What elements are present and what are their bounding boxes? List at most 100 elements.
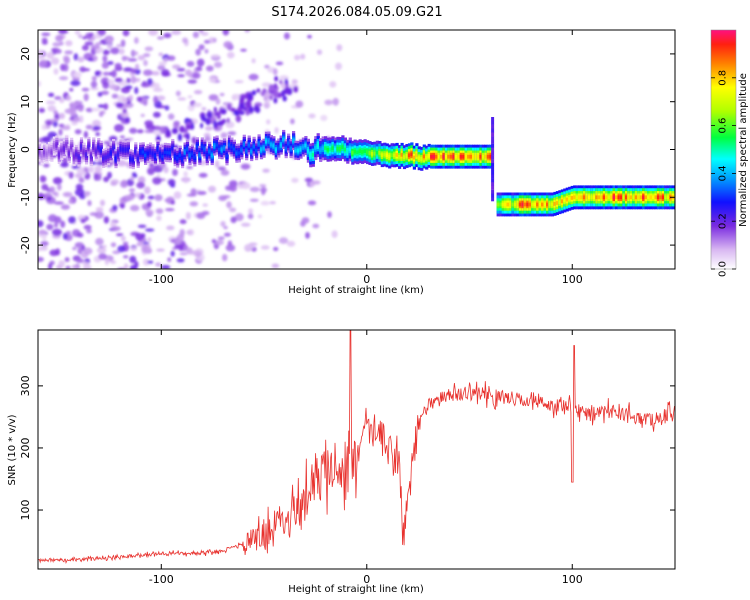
- heatmap-cell: [247, 92, 253, 100]
- heatmap-cell: [106, 79, 115, 85]
- heatmap-cell: [79, 145, 84, 149]
- heatmap-cell: [491, 166, 495, 171]
- heatmap-cell: [237, 151, 241, 155]
- heatmap-cell: [144, 186, 151, 195]
- heatmap-cell: [170, 200, 175, 205]
- heatmap-cell: [40, 153, 44, 157]
- heatmap-cell: [632, 195, 636, 200]
- heatmap-cell: [74, 100, 83, 105]
- heatmap-cell: [188, 250, 198, 255]
- heatmap-cell: [195, 66, 203, 72]
- heatmap-cell: [214, 239, 224, 246]
- heatmap-cell: [161, 69, 170, 77]
- heatmap-cell: [231, 107, 236, 113]
- heatmap-cell: [251, 58, 256, 64]
- heatmap-cell: [48, 214, 58, 223]
- heatmap-cell: [528, 202, 532, 207]
- heatmap-cell: [264, 139, 269, 143]
- heatmap-cell: [143, 53, 151, 58]
- heatmap-cell: [58, 123, 65, 128]
- heatmap-cell: [200, 31, 209, 36]
- heatmap-cell: [269, 94, 273, 101]
- heatmap-cell: [164, 105, 170, 111]
- heatmap-cell: [143, 258, 150, 266]
- heatmap-cell: [332, 97, 339, 106]
- heatmap-cell: [77, 247, 83, 255]
- heatmap-cell: [151, 71, 160, 76]
- heatmap-cell: [184, 128, 188, 133]
- y-tick-label: 200: [19, 437, 32, 458]
- heatmap-cell: [134, 192, 141, 198]
- snr-y-ticks: 100 200 300: [19, 375, 675, 521]
- heatmap-cell: [63, 125, 69, 129]
- heatmap-cell: [134, 37, 139, 44]
- heatmap-cell: [38, 49, 43, 57]
- heatmap-cell: [333, 147, 338, 152]
- heatmap-cell: [582, 195, 587, 200]
- heatmap-cell: [575, 195, 579, 200]
- heatmap-cell: [119, 197, 127, 205]
- heatmap-cell: [536, 202, 540, 207]
- heatmap-cell: [375, 150, 379, 155]
- heatmap-cell: [238, 110, 245, 116]
- heatmap-cell: [237, 107, 241, 112]
- heatmap-cell: [210, 54, 220, 58]
- heatmap-cell: [181, 157, 185, 161]
- heatmap-cell: [52, 192, 58, 196]
- heatmap-cell: [491, 174, 495, 179]
- heatmap-cell: [178, 153, 182, 157]
- heatmap-cell: [274, 76, 279, 82]
- heatmap-cell: [110, 47, 120, 55]
- heatmap-cell: [47, 105, 57, 112]
- heatmap-cell: [491, 143, 495, 148]
- heatmap-cell: [489, 154, 493, 159]
- heatmap-cell: [122, 97, 128, 104]
- heatmap-cell: [106, 43, 113, 50]
- heatmap-cell: [273, 83, 278, 89]
- heatmap-cell: [208, 149, 212, 153]
- heatmap-cell: [366, 150, 370, 154]
- heatmap-cell: [134, 150, 138, 154]
- x-tick-label: 100: [562, 273, 583, 286]
- heatmap-cell: [158, 153, 162, 157]
- heatmap-cell: [156, 215, 162, 221]
- heatmap-cell: [642, 195, 646, 200]
- heatmap-cell: [121, 86, 131, 94]
- heatmap-cell: [225, 121, 235, 129]
- heatmap-cell: [607, 195, 611, 200]
- heatmap-cell: [267, 139, 271, 143]
- heatmap-cell: [156, 248, 165, 252]
- heatmap-cell: [94, 165, 103, 172]
- heatmap-cell: [284, 78, 288, 85]
- heatmap-cell: [153, 111, 161, 118]
- heatmap-cell: [496, 202, 500, 207]
- heatmap-cell: [186, 60, 195, 67]
- heatmap-cell: [114, 124, 124, 132]
- heatmap-cell: [110, 260, 117, 264]
- y-tick-label: 10: [19, 95, 32, 109]
- heatmap-cell: [59, 76, 69, 81]
- heatmap-cell: [95, 42, 102, 46]
- heatmap-cell: [521, 202, 525, 207]
- heatmap-cell: [245, 100, 252, 108]
- heatmap-cell: [275, 61, 284, 66]
- heatmap-cell: [112, 204, 118, 211]
- heatmap-cell: [90, 87, 99, 91]
- heatmap-cell: [220, 132, 228, 139]
- heatmap-cell: [42, 151, 47, 155]
- heatmap-cell: [64, 50, 74, 55]
- heatmap-cell: [356, 150, 360, 155]
- heatmap-cell: [250, 150, 254, 154]
- heatmap-cell: [126, 148, 130, 152]
- heatmap-cell: [167, 257, 172, 263]
- heatmap-cell: [402, 155, 407, 159]
- snr-x-axis-label: Height of straight line (km): [288, 584, 424, 595]
- heatmap-cell: [185, 147, 190, 151]
- heatmap-cell: [163, 32, 172, 39]
- heatmap-cell: [232, 147, 236, 151]
- heatmap-cell: [129, 264, 138, 269]
- heatmap-cell: [240, 148, 244, 152]
- heatmap-cell: [98, 253, 107, 260]
- heatmap-cell: [223, 41, 233, 49]
- heatmap-cell: [119, 135, 125, 139]
